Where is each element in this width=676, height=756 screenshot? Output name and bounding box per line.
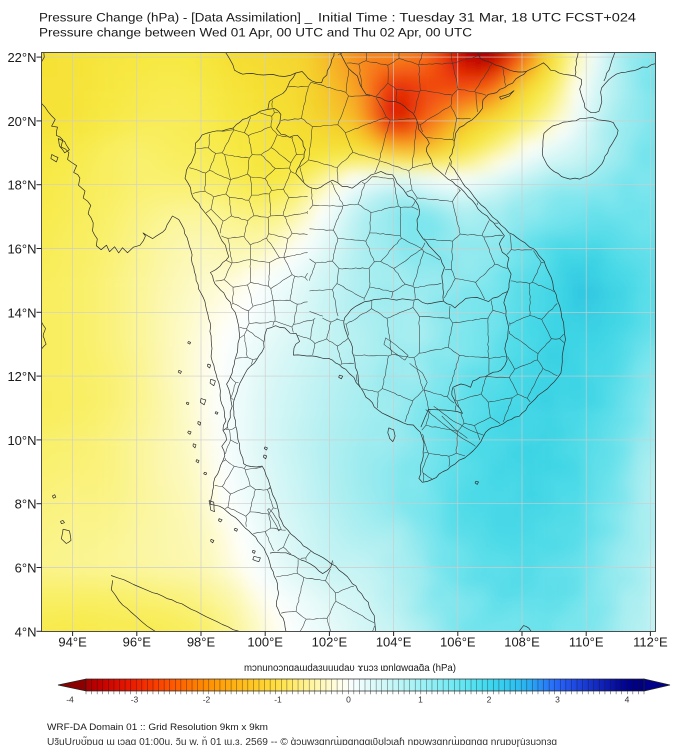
- svg-text:8°N: 8°N: [15, 497, 37, 512]
- svg-text:112°E: 112°E: [633, 635, 668, 650]
- svg-text:-2: -2: [203, 695, 211, 705]
- svg-text:4: 4: [625, 695, 630, 705]
- svg-text:106°E: 106°E: [440, 635, 476, 650]
- svg-text:Initial Time : Tuesday 31 Mar,: Initial Time : Tuesday 31 Mar, 18 UTC FC…: [318, 11, 636, 25]
- svg-text:110°E: 110°E: [569, 635, 604, 650]
- svg-text:WRF-DA Domain 01 :: Grid Resol: WRF-DA Domain 01 :: Grid Resolution 9km …: [47, 722, 268, 733]
- svg-text:-1: -1: [274, 695, 282, 705]
- svg-text:96°E: 96°E: [123, 635, 152, 650]
- svg-text:14°N: 14°N: [7, 305, 36, 320]
- svg-text:10°N: 10°N: [7, 433, 36, 448]
- svg-text:100°E: 100°E: [247, 635, 283, 650]
- svg-text:102°E: 102°E: [312, 635, 348, 650]
- svg-text:3: 3: [555, 695, 560, 705]
- svg-text:2: 2: [487, 695, 492, 705]
- svg-text:Pressure change between Wed 01: Pressure change between Wed 01 Apr, 00 U…: [39, 26, 472, 40]
- svg-text:18°N: 18°N: [7, 178, 36, 193]
- svg-text:16°N: 16°N: [7, 242, 36, 257]
- svg-text:108°E: 108°E: [504, 635, 540, 650]
- svg-text:-3: -3: [131, 695, 139, 705]
- svg-text:-4: -4: [66, 695, 74, 705]
- svg-text:4°N: 4°N: [15, 624, 37, 639]
- svg-text:6°N: 6°N: [15, 561, 37, 576]
- svg-text:Pressure Change (hPa) - [Data: Pressure Change (hPa) - [Data Assimilati…: [39, 11, 313, 25]
- svg-text:1: 1: [418, 695, 423, 705]
- svg-text:mɔnunoɔnɑaɯdaɜuuudaʋ ɤuɔɜ ɩɒnl: mɔnunoɔnɑaɯdaɜuuudaʋ ɤuɔɜ ɩɒnlɑwɑaɑ̃a (h…: [244, 663, 456, 674]
- svg-text:12°N: 12°N: [7, 369, 36, 384]
- svg-text:Uɜ̃uUɾʋʊ̃ɒuɑ ɯ ɩɔaɑ 01:00u. ɔ̃: Uɜ̃uUɾʋʊ̃ɒuɑ ɯ ɩɔaɑ 01:00u. ɔ̃u w. n̆ 01…: [47, 735, 557, 748]
- svg-text:22°N: 22°N: [7, 50, 36, 65]
- svg-text:104°E: 104°E: [376, 635, 412, 650]
- svg-text:98°E: 98°E: [187, 635, 216, 650]
- svg-text:20°N: 20°N: [7, 114, 36, 129]
- svg-text:0: 0: [346, 695, 351, 705]
- svg-text:94°E: 94°E: [58, 635, 87, 650]
